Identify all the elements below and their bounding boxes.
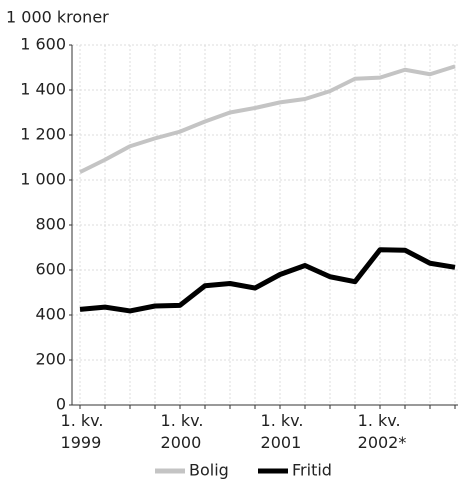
y-tick-label: 1 600 (20, 35, 66, 54)
series-line (79, 64, 456, 174)
legend-label: Bolig (189, 461, 229, 480)
x-tick-label: 1. kv. 2000 (160, 411, 204, 452)
x-tick-label: 1. kv. 1999 (60, 411, 104, 452)
y-tick-label: 0 (56, 395, 66, 414)
y-axis-label: 1 000 kroner (6, 8, 109, 27)
legend-label: Fritid (292, 461, 332, 480)
x-tick-label: 1. kv. 2002* (357, 411, 407, 452)
x-tick-label: 1. kv. 2001 (260, 411, 304, 452)
y-tick-label: 1 200 (20, 125, 66, 144)
y-tick-label: 1 400 (20, 80, 66, 99)
series-line (79, 247, 456, 314)
y-tick-label: 800 (35, 215, 66, 234)
y-tick-label: 600 (35, 260, 66, 279)
y-tick-label: 400 (35, 305, 66, 324)
y-tick-label: 200 (35, 350, 66, 369)
y-tick-label: 1 000 (20, 170, 66, 189)
